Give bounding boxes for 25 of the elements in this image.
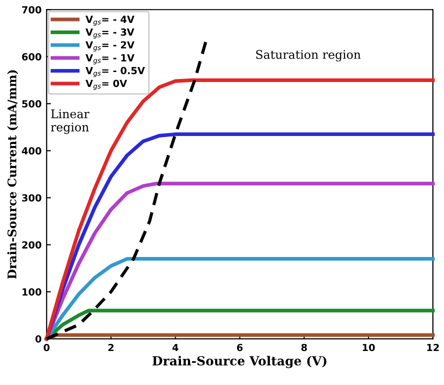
x-tick-label: 0 [44,344,50,352]
legend-label: V$_{gs}$= 0V [86,80,128,90]
y-tick-label: 200 [22,241,42,249]
x-tick-label: 6 [236,344,243,352]
x-tick-label: 10 [362,344,375,352]
annotation: Linear region [50,109,90,134]
x-tick-label: 8 [301,344,307,352]
legend-label: V$_{gs}$= - 4V [86,16,134,26]
y-tick-label: 500 [22,100,42,108]
legend-label: V$_{gs}$= - 3V [86,28,134,39]
y-tick-label: 0 [35,335,42,343]
y-tick-label: 600 [22,53,42,60]
y-tick-label: 300 [22,194,42,202]
x-axis-title: Drain-Source Voltage (V) [152,356,326,368]
y-tick-label: 400 [22,147,42,155]
y-tick-label: 700 [22,6,42,14]
legend-label: V$_{gs}$= - 1V [86,54,134,64]
legend-label: V$_{gs}$= - 2V [86,41,134,52]
y-tick-label: 100 [22,288,42,296]
legend-label: V$_{gs}$= - 0.5V [86,66,145,78]
annotation: Saturation region [256,50,361,62]
y-axis-title: Drain-Source Current (mA/mm) [7,70,18,279]
x-tick-label: 4 [172,344,178,352]
x-tick-label: 12 [427,344,439,352]
x-tick-label: 2 [108,344,114,352]
